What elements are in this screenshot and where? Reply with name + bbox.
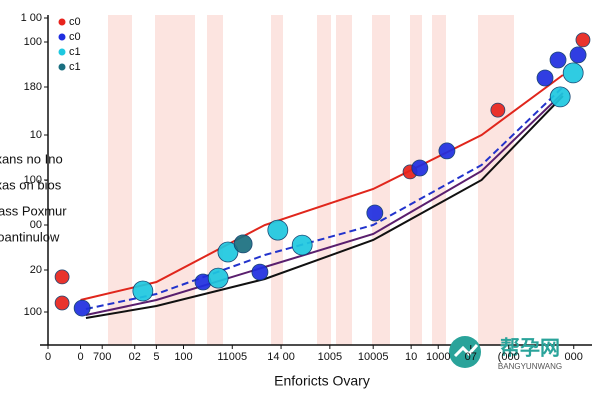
- y-tick-label: 20: [30, 264, 42, 276]
- y-tick-label: 00: [30, 219, 42, 231]
- y-axis-title: Oxans no Ino: [0, 151, 63, 166]
- y-tick-label: 100: [24, 36, 42, 48]
- bands: [108, 15, 514, 345]
- x-tick-label: 0: [77, 351, 83, 363]
- y-axis-title: Ocass Poxmur: [0, 203, 67, 218]
- point: [207, 267, 229, 289]
- x-tick-label: 5: [153, 351, 159, 363]
- legend-label: c0: [69, 16, 81, 28]
- x-tick-label: 10005: [358, 351, 389, 363]
- x-tick-label: 07: [465, 351, 477, 363]
- x-tick-label: 02: [129, 351, 141, 363]
- point: [366, 204, 384, 222]
- point: [575, 32, 591, 48]
- watermark-title: 帮孕网: [500, 335, 560, 359]
- y-tick-label: 100: [24, 174, 42, 186]
- point: [562, 62, 584, 84]
- line: [85, 92, 564, 316]
- point: [569, 46, 587, 64]
- line: [85, 95, 564, 319]
- x-tick-label: 0: [45, 351, 51, 363]
- x-tick-label: 10: [405, 351, 417, 363]
- x-tick-label: 11005: [217, 351, 247, 363]
- y-axis-title: Exas on bios: [0, 177, 62, 192]
- x-axis-title: Enforicts Ovary: [274, 373, 370, 389]
- point: [549, 51, 567, 69]
- legend-label: c1: [69, 61, 81, 73]
- point: [251, 263, 269, 281]
- y-tick-label: 100: [24, 306, 42, 318]
- x-tick-label: 14 00: [267, 351, 295, 363]
- point: [54, 295, 70, 311]
- point: [549, 86, 571, 108]
- watermark-subtitle: BANGYUNWANG: [498, 362, 562, 371]
- watermark: 帮孕网 BANGYUNWANG: [449, 335, 562, 371]
- x-tick-label: 700: [93, 351, 111, 363]
- x-tick-label: 1000: [426, 351, 450, 363]
- y-tick-label: 1 00: [21, 12, 42, 24]
- point: [291, 234, 313, 256]
- legend-marker: [58, 63, 66, 71]
- point: [411, 159, 429, 177]
- point: [54, 269, 70, 285]
- legend-label: c1: [69, 46, 81, 58]
- point: [132, 280, 154, 302]
- x-tick-label: 000: [565, 351, 583, 363]
- y-axis-title: Eoantinulow: [0, 229, 60, 244]
- x-tick-label: 1005: [318, 351, 342, 363]
- x-tick-label: 100: [174, 351, 192, 363]
- point: [267, 219, 289, 241]
- point: [217, 241, 239, 263]
- point: [73, 299, 91, 317]
- legend-marker: [58, 33, 66, 41]
- point: [438, 142, 456, 160]
- legend-label: c0: [69, 31, 81, 43]
- y-tick-label: 180: [24, 81, 42, 93]
- legend-marker: [58, 48, 66, 56]
- point: [536, 69, 554, 87]
- point: [490, 102, 506, 118]
- legend-marker: [58, 18, 66, 26]
- point: [233, 234, 253, 254]
- y-tick-label: 10: [30, 129, 42, 141]
- x-tick-label: (000: [498, 351, 520, 363]
